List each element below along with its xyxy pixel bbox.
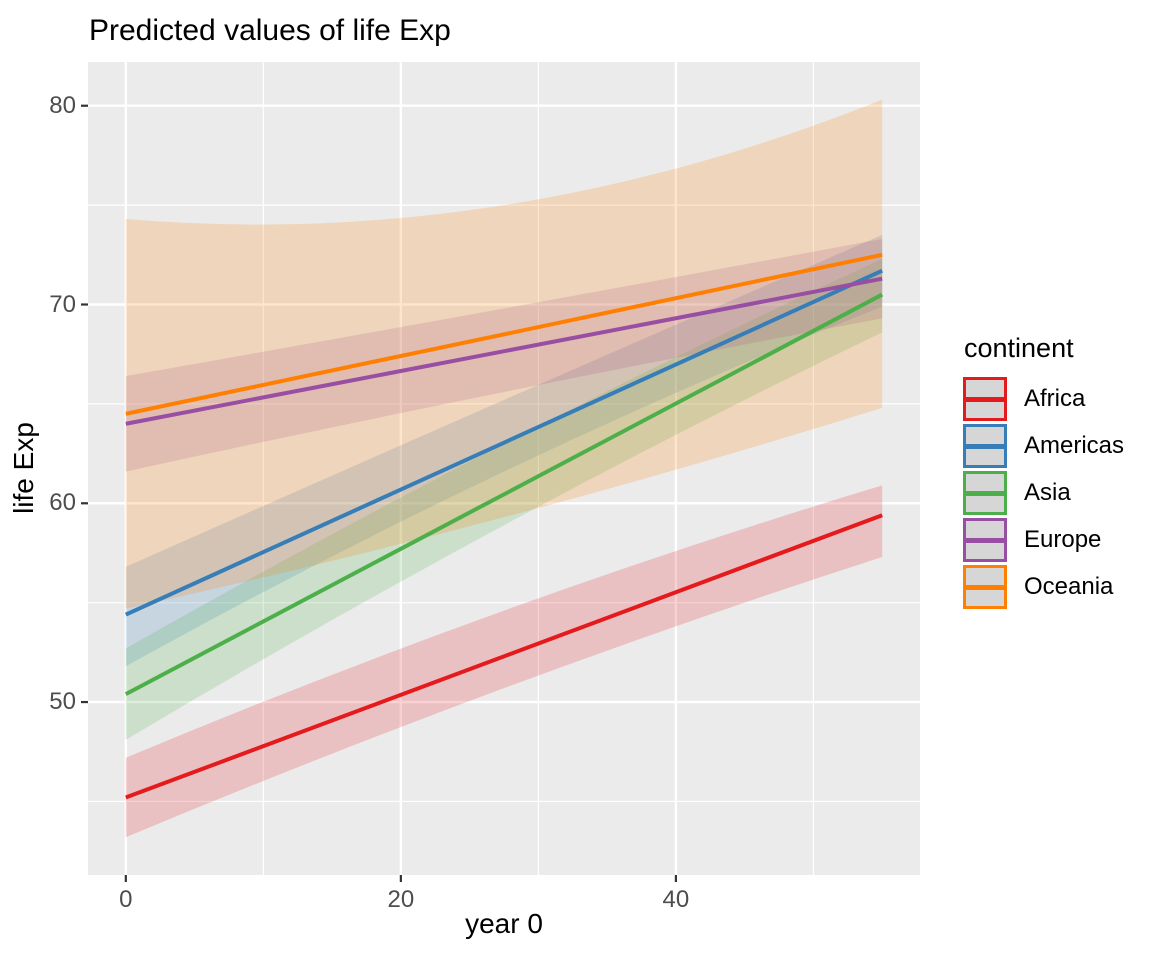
legend-key-line — [966, 584, 1004, 590]
trend-line-americas — [124, 268, 884, 617]
legend-item-asia: Asia — [963, 471, 1124, 515]
trend-line-oceania — [125, 252, 883, 416]
legend-item-europe: Europe — [963, 518, 1124, 562]
legend-item-label: Europe — [1024, 526, 1102, 553]
legend-item-africa: Africa — [963, 377, 1124, 421]
ribbon-oceania — [125, 99, 883, 609]
legend-key-line — [966, 443, 1004, 449]
legend: continent Africa Americas Asia Europe Oc… — [963, 333, 1124, 612]
ribbon-americas — [125, 234, 883, 667]
trend-line-europe — [125, 276, 883, 426]
legend-title: continent — [964, 333, 1074, 363]
y-axis-tick-label: 50 — [49, 688, 76, 716]
panel-background — [88, 62, 920, 875]
legend-item-oceania: Oceania — [963, 565, 1124, 609]
legend-key-swatch — [963, 471, 1007, 515]
legend-item-americas: Americas — [963, 424, 1124, 468]
trend-line-asia — [124, 292, 884, 696]
x-axis-tick-label: 40 — [662, 886, 690, 913]
legend-key-swatch — [963, 565, 1007, 609]
legend-item-label: Asia — [1024, 479, 1071, 506]
x-axis-title: year 0 — [465, 908, 543, 939]
x-axis-tick-label: 0 — [119, 886, 133, 913]
ribbon-africa — [125, 485, 883, 838]
legend-item-label: Africa — [1024, 385, 1086, 412]
legend-key-line — [966, 537, 1004, 543]
y-axis-tick-label: 70 — [49, 290, 76, 318]
legend-item-label: Americas — [1024, 432, 1125, 459]
x-axis-tick-label: 20 — [387, 886, 415, 913]
legend-key-swatch — [963, 377, 1007, 421]
y-axis-tick-label: 60 — [49, 489, 76, 517]
ribbon-europe — [125, 238, 883, 472]
chart-title: Predicted values of life Exp — [89, 14, 451, 47]
legend-key-swatch — [963, 518, 1007, 562]
legend-key-swatch — [963, 424, 1007, 468]
legend-key-line — [966, 396, 1004, 402]
y-axis-tick-label: 80 — [49, 91, 76, 119]
trend-line-africa — [125, 513, 883, 800]
legend-item-label: Oceania — [1024, 573, 1114, 600]
legend-key-line — [966, 490, 1004, 496]
ribbon-asia — [125, 258, 883, 740]
